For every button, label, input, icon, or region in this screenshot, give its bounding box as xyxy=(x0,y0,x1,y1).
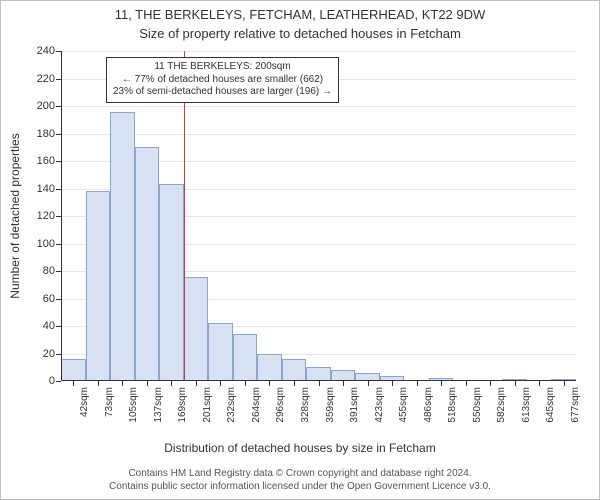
annotation-box: 11 THE BERKELEYS: 200sqm ← 77% of detach… xyxy=(106,57,339,103)
x-tick-label: 42sqm xyxy=(77,381,90,417)
x-tick-mark xyxy=(73,381,74,386)
x-tick-label: 391sqm xyxy=(347,381,360,423)
x-tick-mark xyxy=(147,381,148,386)
y-tick-label: 180 xyxy=(37,128,61,140)
chart-subtitle: Size of property relative to detached ho… xyxy=(1,26,599,41)
x-tick-label: 645sqm xyxy=(543,381,556,423)
y-axis-title: Number of detached properties xyxy=(8,133,22,298)
y-tick-label: 40 xyxy=(43,320,61,332)
y-tick-label: 200 xyxy=(37,100,61,112)
y-tick-label: 240 xyxy=(37,45,61,57)
plot-area: 020406080100120140160180200220240 42sqm7… xyxy=(61,51,576,381)
x-tick-mark xyxy=(417,381,418,386)
histogram-bar xyxy=(135,147,160,381)
histogram-bar xyxy=(306,367,331,381)
x-tick-mark xyxy=(343,381,344,386)
y-tick-label: 80 xyxy=(43,265,61,277)
x-tick-label: 423sqm xyxy=(372,381,385,423)
y-tick-label: 220 xyxy=(37,73,61,85)
x-tick-label: 677sqm xyxy=(568,381,581,423)
histogram-bar xyxy=(208,323,233,381)
footer: Contains HM Land Registry data © Crown c… xyxy=(1,467,599,493)
x-tick-label: 264sqm xyxy=(249,381,262,423)
x-tick-label: 613sqm xyxy=(519,381,532,423)
x-tick-mark xyxy=(269,381,270,386)
x-tick-mark xyxy=(122,381,123,386)
x-tick-mark xyxy=(196,381,197,386)
x-tick-mark xyxy=(490,381,491,386)
x-tick-label: 582sqm xyxy=(494,381,507,423)
annotation-line-1: 11 THE BERKELEYS: 200sqm xyxy=(113,61,332,74)
y-tick-label: 20 xyxy=(43,348,61,360)
x-tick-label: 232sqm xyxy=(224,381,237,423)
x-tick-mark xyxy=(564,381,565,386)
x-tick-mark xyxy=(319,381,320,386)
annotation-line-2: ← 77% of detached houses are smaller (66… xyxy=(113,74,332,87)
x-tick-label: 296sqm xyxy=(273,381,286,423)
chart-title: 11, THE BERKELEYS, FETCHAM, LEATHERHEAD,… xyxy=(1,7,599,24)
x-tick-label: 359sqm xyxy=(323,381,336,423)
histogram-bar xyxy=(282,359,307,381)
y-axis-line xyxy=(61,51,62,381)
x-tick-label: 105sqm xyxy=(126,381,139,423)
y-tick-label: 100 xyxy=(37,238,61,250)
annotation-line-3: 23% of semi-detached houses are larger (… xyxy=(113,86,332,99)
y-tick-label: 60 xyxy=(43,293,61,305)
x-tick-label: 550sqm xyxy=(470,381,483,423)
x-tick-mark xyxy=(515,381,516,386)
y-tick-label: 140 xyxy=(37,183,61,195)
x-tick-mark xyxy=(245,381,246,386)
x-tick-label: 73sqm xyxy=(102,381,115,417)
y-tick-label: 0 xyxy=(49,375,61,387)
x-tick-label: 169sqm xyxy=(175,381,188,423)
x-tick-mark xyxy=(539,381,540,386)
histogram-bar xyxy=(86,191,111,381)
x-tick-mark xyxy=(392,381,393,386)
histogram-bar xyxy=(233,334,258,381)
x-tick-label: 486sqm xyxy=(421,381,434,423)
histogram-bar xyxy=(61,359,86,381)
x-tick-label: 328sqm xyxy=(298,381,311,423)
histogram-bar xyxy=(110,112,135,382)
histogram-bar xyxy=(159,184,184,381)
x-tick-mark xyxy=(98,381,99,386)
chart-container: 11, THE BERKELEYS, FETCHAM, LEATHERHEAD,… xyxy=(0,0,600,500)
footer-line-2: Contains public sector information licen… xyxy=(1,480,599,493)
x-tick-label: 455sqm xyxy=(396,381,409,423)
x-axis-title: Distribution of detached houses by size … xyxy=(1,441,599,455)
x-tick-label: 201sqm xyxy=(200,381,213,423)
x-tick-mark xyxy=(220,381,221,386)
x-tick-label: 137sqm xyxy=(151,381,164,423)
histogram-bar xyxy=(184,277,209,382)
x-tick-mark xyxy=(171,381,172,386)
x-tick-mark xyxy=(294,381,295,386)
y-tick-label: 120 xyxy=(37,210,61,222)
footer-line-1: Contains HM Land Registry data © Crown c… xyxy=(1,467,599,480)
x-tick-label: 518sqm xyxy=(445,381,458,423)
histogram-bar xyxy=(257,354,282,382)
x-tick-mark xyxy=(441,381,442,386)
x-tick-mark xyxy=(466,381,467,386)
x-tick-mark xyxy=(368,381,369,386)
y-tick-label: 160 xyxy=(37,155,61,167)
